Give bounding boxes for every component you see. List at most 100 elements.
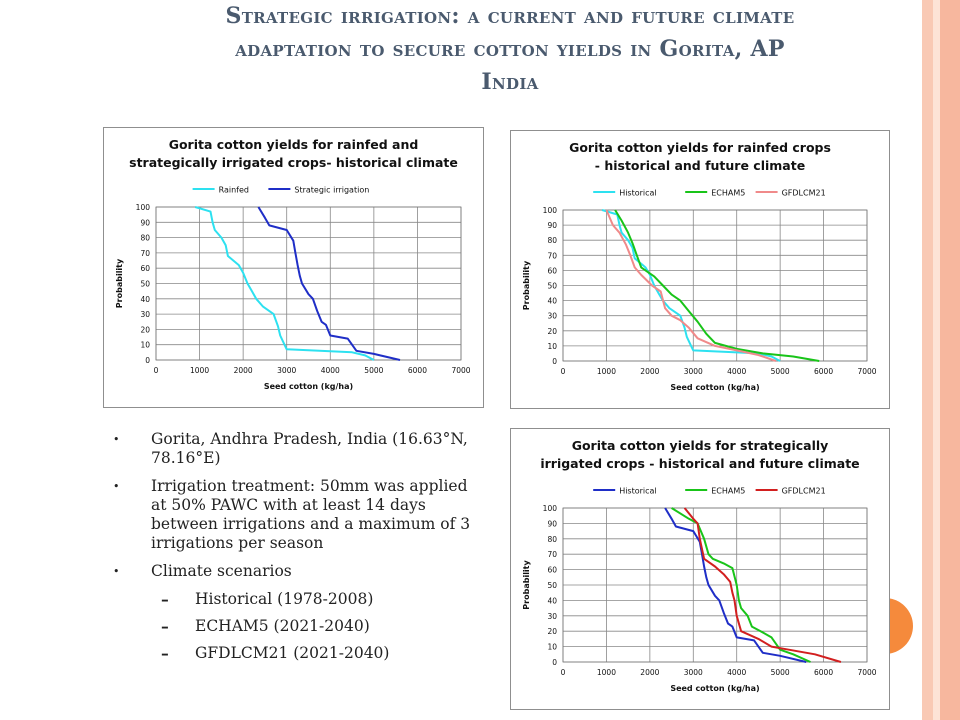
legend-label: Strategic irrigation — [294, 186, 369, 195]
series-line-rainfed — [194, 206, 375, 361]
y-axis-label: Probability — [115, 258, 124, 308]
y-tick-label: 10 — [140, 341, 150, 350]
chart-title-line: - historical and future climate — [595, 158, 805, 173]
x-tick-label: 4000 — [727, 668, 746, 677]
y-tick-label: 100 — [136, 203, 151, 212]
x-tick-label: 3000 — [684, 668, 703, 677]
y-tick-label: 40 — [547, 297, 557, 306]
y-tick-label: 30 — [547, 312, 557, 321]
y-tick-label: 20 — [140, 325, 150, 334]
legend-label: ECHAM5 — [711, 487, 745, 496]
legend-label: ECHAM5 — [711, 189, 745, 198]
x-tick-label: 3000 — [684, 367, 703, 376]
chart-rainfed-climate: Gorita cotton yields for rainfed crops - … — [510, 130, 890, 409]
x-tick-label: 2000 — [640, 367, 659, 376]
y-axis-label: Probability — [522, 260, 531, 310]
series-line-strategic-irrigation — [257, 206, 401, 361]
y-tick-label: 70 — [140, 249, 150, 258]
chart-title-line: Gorita cotton yields for rainfed and — [169, 137, 419, 152]
x-tick-label: 7000 — [857, 668, 876, 677]
y-axis-label: Probability — [522, 560, 531, 610]
plot-area-border — [155, 206, 462, 361]
x-tick-label: 6000 — [408, 366, 427, 375]
legend-label: GFDLCM21 — [782, 487, 826, 496]
slide-title-line-3: India — [481, 69, 539, 95]
bullet-item: • Irrigation treatment: 50mm was applied… — [113, 477, 483, 553]
x-tick-label: 4000 — [321, 366, 340, 375]
sub-bullet-item: – GFDLCM21 (2021-2040) — [113, 644, 483, 663]
y-tick-label: 80 — [140, 234, 150, 243]
series-line-gfdlcm21 — [683, 507, 842, 663]
plot-area-border — [562, 507, 868, 663]
y-tick-label: 70 — [547, 550, 557, 559]
sub-bullet-marker: – — [161, 617, 169, 636]
bullet-marker: • — [113, 433, 120, 446]
chart-svg: Gorita cotton yields for strategically ir… — [522, 438, 877, 693]
x-tick-label: 5000 — [771, 668, 790, 677]
x-tick-label: 0 — [561, 668, 566, 677]
sub-bullet-text: ECHAM5 (2021-2040) — [195, 617, 370, 635]
y-tick-label: 40 — [140, 295, 150, 304]
chart-title-line: strategically irrigated crops- historica… — [129, 155, 458, 170]
x-axis-label: Seed cotton (kg/ha) — [264, 382, 353, 391]
y-tick-label: 50 — [547, 282, 557, 291]
x-tick-label: 4000 — [727, 367, 746, 376]
series-line-historical — [664, 507, 807, 663]
slide-title-line-2: adaptation to secure cotton yields in Go… — [235, 36, 785, 62]
x-tick-label: 6000 — [814, 367, 833, 376]
x-axis-label: Seed cotton (kg/ha) — [670, 383, 759, 392]
x-tick-label: 1000 — [597, 367, 616, 376]
y-tick-label: 50 — [140, 280, 150, 289]
legend-label: Rainfed — [219, 186, 249, 195]
x-tick-label: 0 — [154, 366, 159, 375]
chart-title-line: irrigated crops - historical and future … — [540, 456, 859, 471]
x-tick-label: 6000 — [814, 668, 833, 677]
sub-bullet-item: – Historical (1978-2008) — [113, 590, 483, 609]
y-tick-label: 90 — [140, 218, 150, 227]
y-tick-label: 60 — [547, 266, 557, 275]
y-tick-label: 70 — [547, 251, 557, 260]
legend-label: Historical — [619, 487, 656, 496]
slide-title-line-1: Strategic irrigation: a current and futu… — [225, 3, 795, 29]
sub-bullet-text: GFDLCM21 (2021-2040) — [195, 644, 390, 662]
sub-bullet-marker: – — [161, 644, 169, 663]
y-tick-label: 50 — [547, 581, 557, 590]
series-line-gfdlcm21 — [605, 209, 777, 362]
y-tick-label: 90 — [547, 221, 557, 230]
chart-title-line: Gorita cotton yields for strategically — [572, 438, 829, 453]
y-tick-label: 30 — [547, 612, 557, 621]
y-tick-label: 0 — [552, 658, 557, 667]
series-line-echam5 — [614, 209, 820, 362]
y-tick-label: 20 — [547, 327, 557, 336]
y-tick-label: 100 — [543, 206, 558, 215]
x-tick-label: 3000 — [277, 366, 296, 375]
sub-bullet-text: Historical (1978-2008) — [195, 590, 374, 608]
chart-svg: Gorita cotton yields for rainfed and stra… — [115, 137, 471, 391]
legend-label: Historical — [619, 189, 656, 198]
y-tick-label: 40 — [547, 596, 557, 605]
chart-title-line: Gorita cotton yields for rainfed crops — [569, 140, 831, 155]
y-tick-label: 60 — [140, 264, 150, 273]
decor-stripe-light — [933, 0, 940, 720]
x-tick-label: 2000 — [640, 668, 659, 677]
y-tick-label: 10 — [547, 342, 557, 351]
legend-label: GFDLCM21 — [782, 189, 826, 198]
y-tick-label: 20 — [547, 627, 557, 636]
series-line-historical — [601, 209, 781, 362]
slide-title: Strategic irrigation: a current and futu… — [70, 0, 950, 99]
x-tick-label: 7000 — [857, 367, 876, 376]
y-tick-label: 60 — [547, 566, 557, 575]
chart-svg: Gorita cotton yields for rainfed crops - … — [522, 140, 877, 392]
x-tick-label: 7000 — [451, 366, 470, 375]
bullet-list: • Gorita, Andhra Pradesh, India (16.63°N… — [113, 430, 483, 671]
y-tick-label: 100 — [543, 504, 558, 513]
bullet-marker: • — [113, 480, 120, 493]
x-tick-label: 1000 — [190, 366, 209, 375]
bullet-marker: • — [113, 565, 120, 578]
x-axis-label: Seed cotton (kg/ha) — [670, 684, 759, 693]
plot-area-border — [562, 209, 868, 362]
y-tick-label: 90 — [547, 519, 557, 528]
chart-irrigated-climate: Gorita cotton yields for strategically ir… — [510, 428, 890, 710]
x-tick-label: 1000 — [597, 668, 616, 677]
series-line-echam5 — [671, 507, 811, 663]
